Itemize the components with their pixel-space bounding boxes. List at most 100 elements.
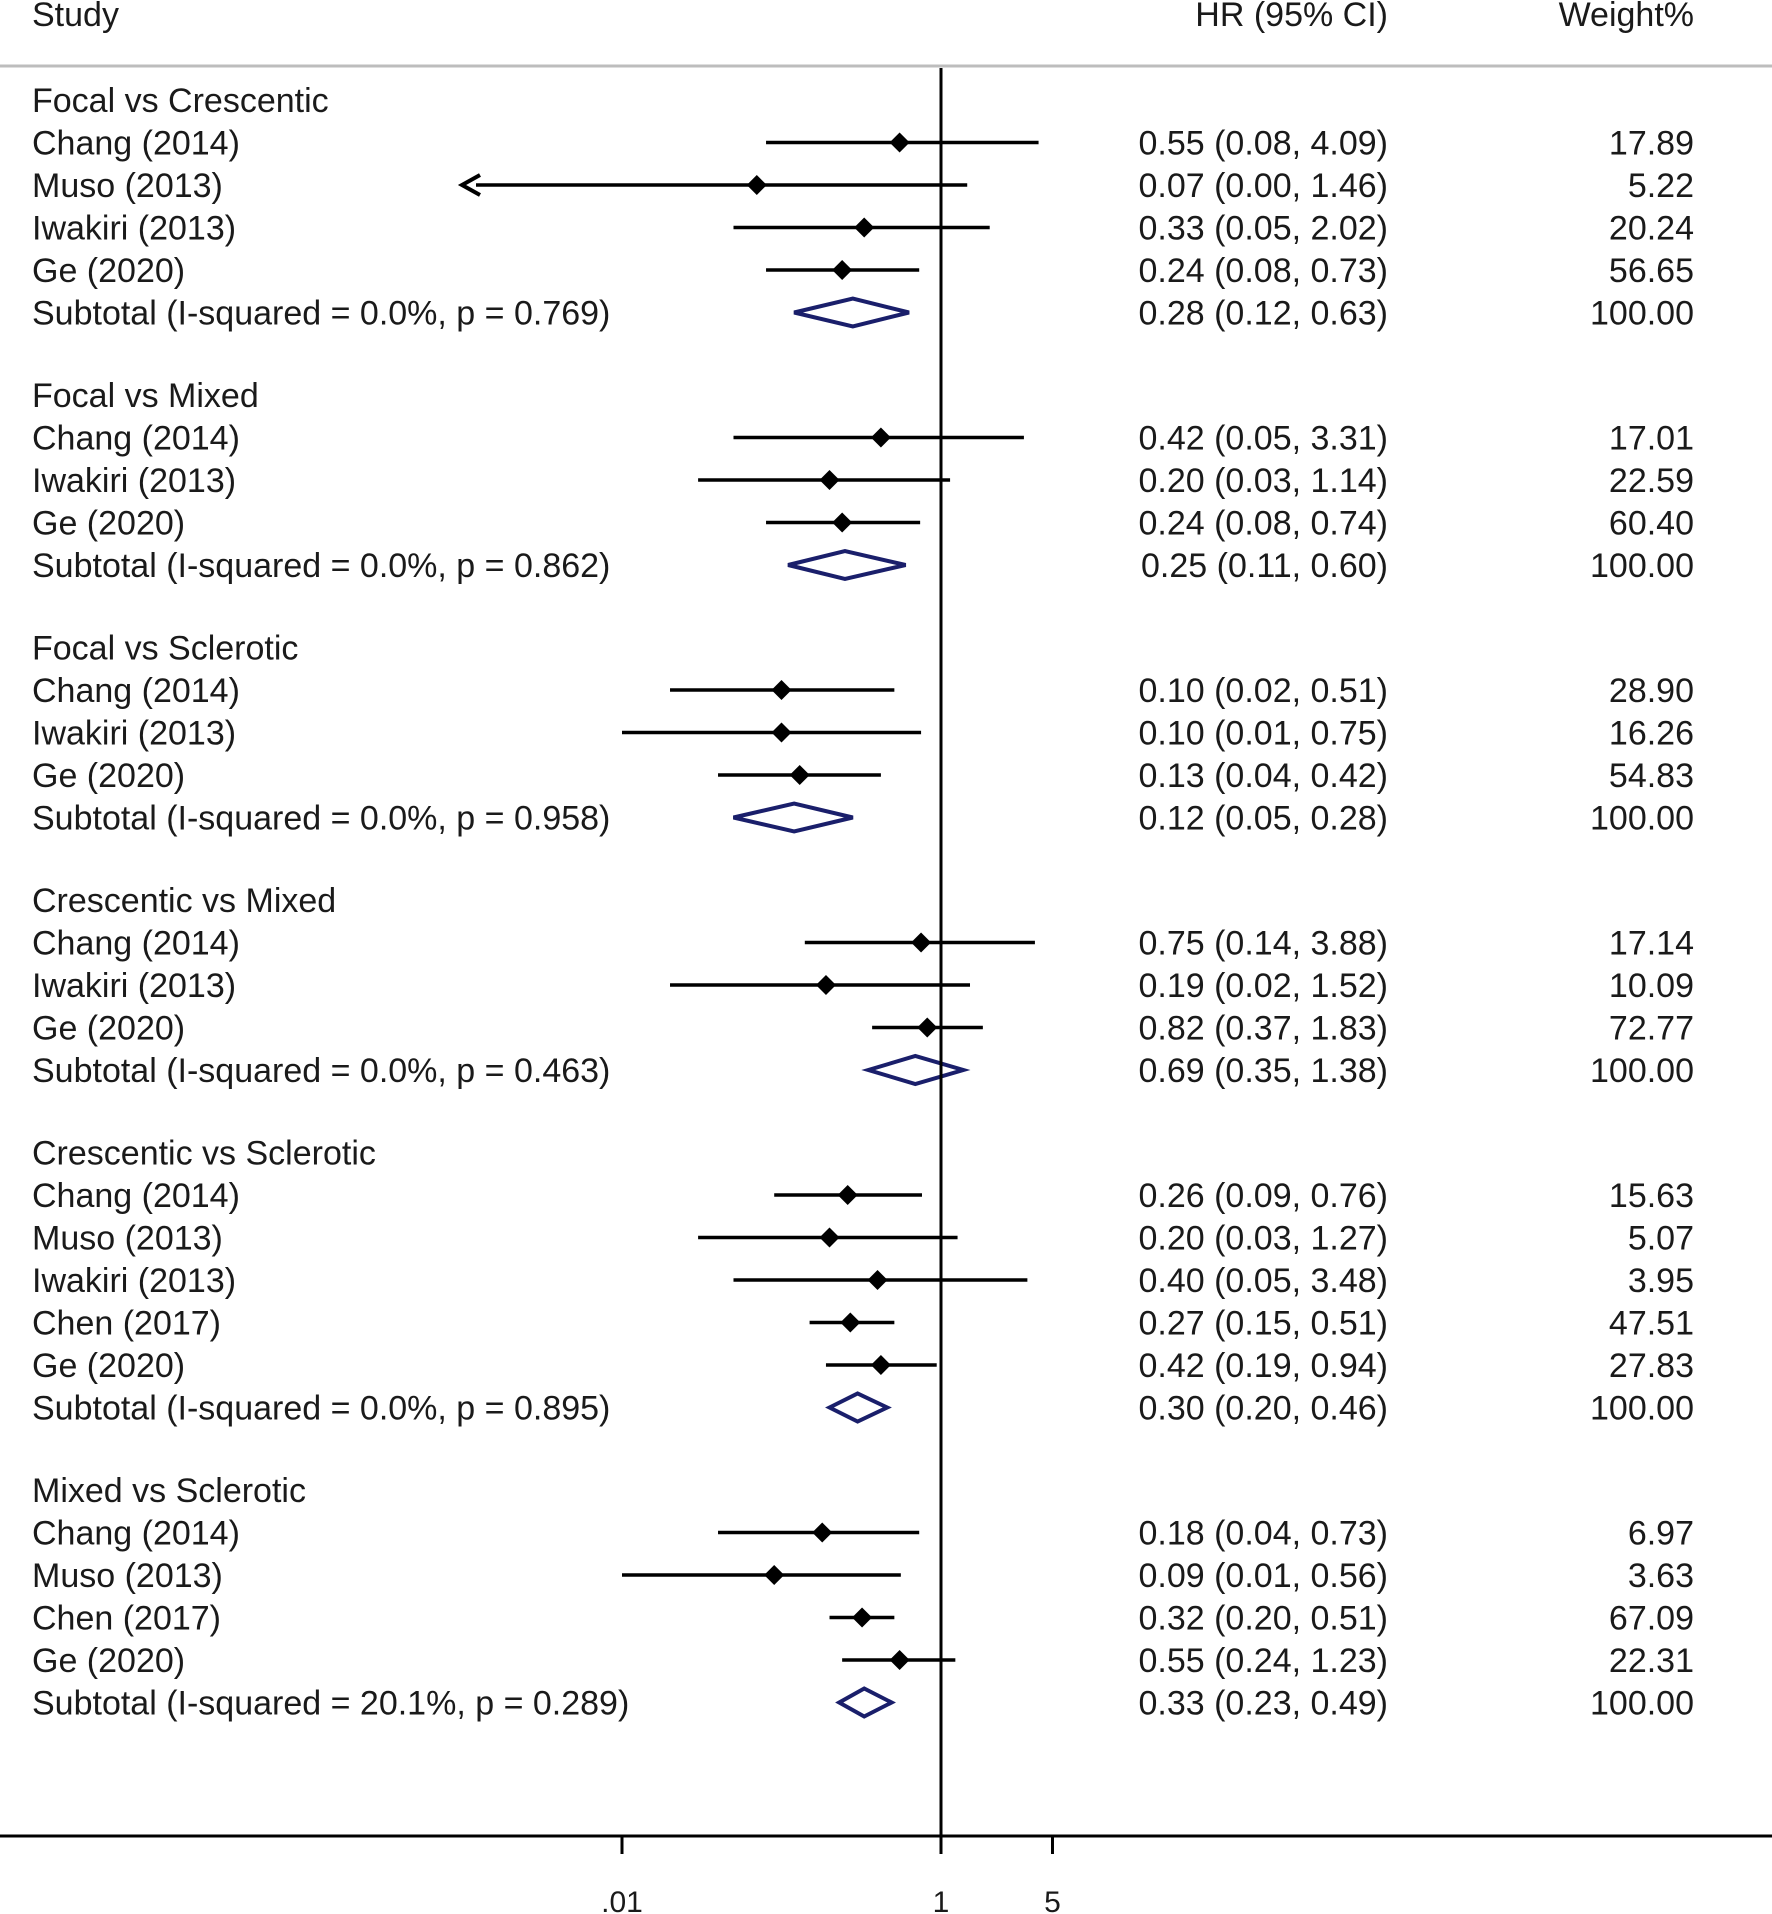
point-estimate — [889, 1650, 910, 1670]
study-hr-ci: 0.33 (0.05, 2.02) — [1138, 210, 1388, 248]
point-estimate — [832, 260, 853, 280]
subtotal-weight: 100.00 — [1590, 1052, 1694, 1090]
subtotal-weight: 100.00 — [1590, 295, 1694, 333]
point-estimate — [852, 1607, 873, 1628]
study-hr-ci: 0.13 (0.04, 0.42) — [1138, 757, 1388, 795]
subtotal-weight: 100.00 — [1590, 1390, 1694, 1428]
study-weight: 17.89 — [1609, 125, 1694, 163]
study-hr-ci: 0.75 (0.14, 3.88) — [1138, 925, 1388, 963]
study-weight: 15.63 — [1609, 1177, 1694, 1215]
study-weight: 60.40 — [1609, 505, 1694, 543]
ci-arrow-left — [457, 173, 481, 197]
study-hr-ci: 0.32 (0.20, 0.51) — [1138, 1600, 1388, 1638]
point-estimate — [819, 1227, 840, 1248]
point-estimate — [746, 175, 767, 195]
study-weight: 47.51 — [1609, 1305, 1694, 1343]
subtotal-diamond — [793, 296, 910, 329]
header-hr: HR (95% CI) — [1195, 0, 1388, 34]
header-weight: Weight% — [1559, 0, 1694, 34]
study-label: Ge (2020) — [32, 1010, 185, 1048]
x-tick-label: .01 — [601, 1886, 643, 1914]
study-label: Chang (2014) — [32, 672, 240, 710]
subtotal-label: Subtotal (I-squared = 0.0%, p = 0.769) — [32, 295, 610, 333]
subtotal-hr-ci: 0.25 (0.11, 0.60) — [1141, 547, 1388, 585]
point-estimate — [819, 470, 840, 490]
study-weight: 16.26 — [1609, 715, 1694, 753]
group-title: Mixed vs Sclerotic — [32, 1472, 306, 1510]
header-study: Study — [32, 0, 119, 34]
study-weight: 17.01 — [1609, 420, 1694, 458]
study-label: Iwakiri (2013) — [32, 462, 236, 500]
subtotal-label: Subtotal (I-squared = 0.0%, p = 0.862) — [32, 547, 610, 585]
study-weight: 27.83 — [1609, 1347, 1694, 1385]
subtotal-diamond — [861, 1053, 971, 1087]
x-tick-label: 5 — [1044, 1886, 1061, 1914]
point-estimate — [812, 1522, 833, 1543]
study-label: Ge (2020) — [32, 1347, 185, 1385]
group-title: Crescentic vs Sclerotic — [32, 1135, 376, 1173]
study-hr-ci: 0.20 (0.03, 1.14) — [1138, 462, 1388, 500]
point-estimate — [771, 722, 792, 743]
point-estimate — [789, 765, 810, 785]
subtotal-hr-ci: 0.12 (0.05, 0.28) — [1138, 800, 1388, 838]
study-label: Ge (2020) — [32, 505, 185, 543]
subtotal-diamond — [835, 1686, 896, 1719]
study-label: Ge (2020) — [32, 757, 185, 795]
study-label: Ge (2020) — [32, 252, 185, 290]
study-weight: 3.95 — [1628, 1262, 1694, 1300]
study-hr-ci: 0.18 (0.04, 0.73) — [1138, 1515, 1388, 1553]
subtotal-weight: 100.00 — [1590, 1685, 1694, 1723]
study-label: Chang (2014) — [32, 925, 240, 963]
study-hr-ci: 0.55 (0.08, 4.09) — [1138, 125, 1388, 163]
study-hr-ci: 0.10 (0.01, 0.75) — [1138, 715, 1388, 753]
study-hr-ci: 0.09 (0.01, 0.56) — [1138, 1557, 1388, 1595]
study-weight: 5.22 — [1628, 167, 1694, 205]
point-estimate — [867, 1270, 888, 1290]
study-weight: 28.90 — [1609, 672, 1694, 710]
study-label: Chen (2017) — [32, 1600, 221, 1638]
x-tick-label: 1 — [933, 1886, 950, 1914]
forest-rows: Focal vs Crescentic Chang (2014) 0.55 (0.0… — [32, 82, 1694, 1723]
point-estimate — [889, 132, 910, 153]
study-weight: 6.97 — [1628, 1515, 1694, 1553]
subtotal-weight: 100.00 — [1590, 800, 1694, 838]
study-label: Ge (2020) — [32, 1642, 185, 1680]
study-label: Muso (2013) — [32, 167, 223, 205]
group-title: Focal vs Sclerotic — [32, 630, 298, 668]
subtotal-label: Subtotal (I-squared = 0.0%, p = 0.895) — [32, 1390, 610, 1428]
study-hr-ci: 0.10 (0.02, 0.51) — [1138, 672, 1388, 710]
study-weight: 67.09 — [1609, 1600, 1694, 1638]
subtotal-hr-ci: 0.28 (0.12, 0.63) — [1138, 295, 1388, 333]
subtotal-diamond — [825, 1391, 892, 1424]
subtotal-label: Subtotal (I-squared = 0.0%, p = 0.958) — [32, 800, 610, 838]
study-label: Chang (2014) — [32, 125, 240, 163]
subtotal-hr-ci: 0.30 (0.20, 0.46) — [1138, 1390, 1388, 1428]
study-weight: 54.83 — [1609, 757, 1694, 795]
study-label: Iwakiri (2013) — [32, 715, 236, 753]
study-hr-ci: 0.42 (0.19, 0.94) — [1138, 1347, 1388, 1385]
study-weight: 5.07 — [1628, 1220, 1694, 1258]
study-hr-ci: 0.27 (0.15, 0.51) — [1138, 1305, 1388, 1343]
study-hr-ci: 0.19 (0.02, 1.52) — [1138, 967, 1388, 1005]
point-estimate — [870, 1355, 891, 1375]
subtotal-hr-ci: 0.33 (0.23, 0.49) — [1138, 1685, 1388, 1723]
study-weight: 72.77 — [1609, 1010, 1694, 1048]
study-weight: 17.14 — [1609, 925, 1694, 963]
study-weight: 56.65 — [1609, 252, 1694, 290]
point-estimate — [832, 512, 853, 533]
group-title: Crescentic vs Mixed — [32, 882, 336, 920]
point-estimate — [771, 680, 792, 700]
study-weight: 22.59 — [1609, 462, 1694, 500]
point-estimate — [764, 1565, 785, 1585]
study-label: Chen (2017) — [32, 1305, 221, 1343]
study-hr-ci: 0.55 (0.24, 1.23) — [1138, 1642, 1388, 1680]
study-weight: 3.63 — [1628, 1557, 1694, 1595]
x-axis: .01 1 5 — [0, 68, 1772, 1914]
point-estimate — [911, 932, 932, 953]
point-estimate — [815, 975, 836, 995]
study-label: Iwakiri (2013) — [32, 1262, 236, 1300]
study-hr-ci: 0.24 (0.08, 0.73) — [1138, 252, 1388, 290]
study-hr-ci: 0.24 (0.08, 0.74) — [1138, 505, 1388, 543]
subtotal-diamond — [733, 801, 854, 834]
study-weight: 22.31 — [1609, 1642, 1694, 1680]
